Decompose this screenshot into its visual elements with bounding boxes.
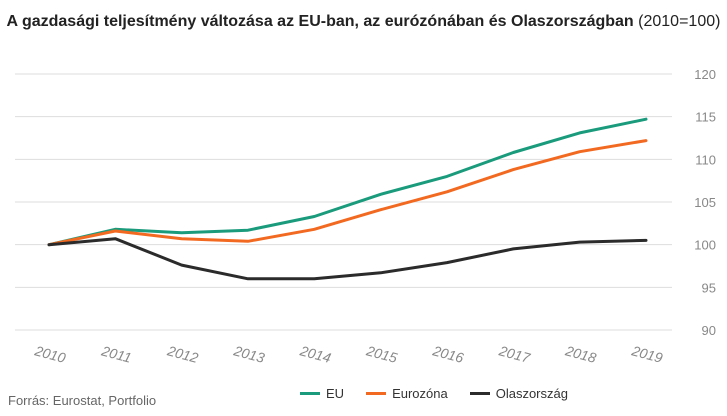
- x-tick-label-2014: 2014: [298, 342, 333, 366]
- x-tick-label-2019: 2019: [629, 342, 664, 366]
- x-tick-label-2011: 2011: [99, 342, 133, 366]
- legend-label-3: Olaszország: [495, 386, 568, 401]
- x-tick-label-2018: 2018: [563, 342, 598, 366]
- x-tick-label-2016: 2016: [430, 342, 465, 366]
- x-tick-label-2017: 2017: [497, 342, 533, 366]
- legend-swatch-2: [366, 392, 387, 395]
- x-tick-label-2010: 2010: [32, 342, 67, 366]
- legend: EU Eurozóna Olaszország: [300, 386, 568, 401]
- y-tick-label-100: 100: [694, 238, 716, 253]
- series-line-3: [47, 237, 648, 281]
- y-tick-label-120: 120: [694, 67, 716, 82]
- source-note: Forrás: Eurostat, Portfolio: [8, 393, 157, 408]
- chart-title: A gazdasági teljesítmény változása az EU…: [0, 10, 727, 33]
- x-tick-label-2013: 2013: [231, 342, 266, 366]
- y-tick-label-95: 95: [702, 280, 716, 295]
- legend-item-3: Olaszország: [469, 386, 568, 401]
- x-tick-label-2012: 2012: [165, 342, 200, 366]
- legend-item-1: EU: [300, 386, 344, 401]
- x-tick-label-2015: 2015: [364, 342, 399, 366]
- legend-swatch-3: [469, 392, 490, 395]
- legend-label-2: Eurozóna: [392, 386, 448, 401]
- legend-item-2: Eurozóna: [366, 386, 448, 401]
- chart-title-suffix: (2010=100): [638, 13, 721, 30]
- y-tick-label-110: 110: [695, 152, 716, 167]
- y-tick-label-105: 105: [694, 195, 716, 210]
- series-line-1: [47, 117, 648, 247]
- legend-label-1: EU: [326, 386, 345, 401]
- y-tick-label-115: 115: [695, 110, 716, 125]
- y-tick-label-90: 90: [702, 323, 716, 338]
- series-line-2: [47, 139, 648, 247]
- legend-swatch-1: [300, 392, 320, 395]
- chart-title-main: A gazdasági teljesítmény változása az EU…: [6, 13, 634, 30]
